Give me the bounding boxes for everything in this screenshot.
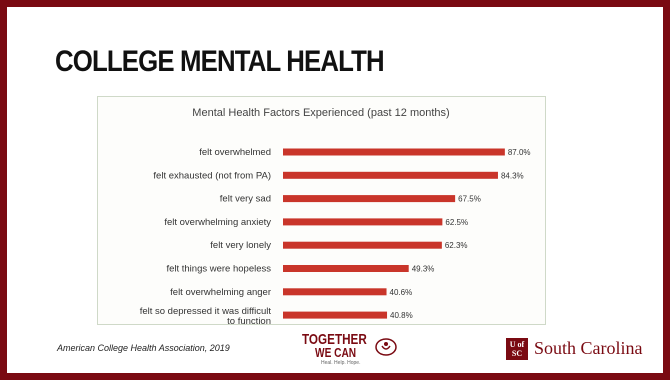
category-label: felt so depressed it was difficult to fun… xyxy=(140,306,272,324)
together-logo-tagline: Heal. Help. Hope. xyxy=(321,360,361,366)
bar xyxy=(283,288,387,296)
together-logo-line2: WE CAN xyxy=(315,345,357,360)
bar xyxy=(283,241,442,249)
hands-heart-icon xyxy=(375,338,397,356)
category-label: felt very lonely xyxy=(210,240,271,251)
value-label: 62.3% xyxy=(445,241,468,250)
value-label: 40.6% xyxy=(390,288,413,297)
bar xyxy=(283,195,456,203)
value-label: 40.8% xyxy=(390,311,413,320)
together-logo-line1: TOGETHER xyxy=(302,331,367,348)
bar xyxy=(283,148,505,156)
value-label: 87.0% xyxy=(508,148,531,157)
usc-logo-mark: U of SC xyxy=(506,338,528,360)
slide-title: COLLEGE MENTAL HEALTH xyxy=(55,45,385,78)
university-name: South Carolina xyxy=(534,338,643,358)
chart-panel: Mental Health Factors Experienced (past … xyxy=(97,96,546,325)
value-label: 67.5% xyxy=(458,195,481,204)
chart-title: Mental Health Factors Experienced (past … xyxy=(192,107,449,119)
slide: COLLEGE MENTAL HEALTH Mental Health Fact… xyxy=(7,7,663,373)
bar xyxy=(283,311,388,319)
category-label: felt overwhelming anxiety xyxy=(164,217,271,228)
category-label: felt exhausted (not from PA) xyxy=(153,170,271,181)
citation: American College Health Association, 201… xyxy=(57,343,230,353)
value-label: 49.3% xyxy=(412,265,435,274)
value-label: 62.5% xyxy=(445,218,468,227)
bar xyxy=(283,265,409,272)
bar xyxy=(283,171,498,179)
category-label: felt overwhelmed xyxy=(199,147,271,158)
value-label: 84.3% xyxy=(501,171,524,180)
bar xyxy=(283,218,443,226)
category-label: felt very sad xyxy=(220,194,271,205)
together-we-can-logo: TOGETHER WE CAN Heal. Help. Hope. xyxy=(297,329,407,369)
category-label: felt things were hopeless xyxy=(166,264,271,275)
bar-chart: Mental Health Factors Experienced (past … xyxy=(140,107,531,324)
category-label: felt overwhelming anger xyxy=(170,287,271,298)
